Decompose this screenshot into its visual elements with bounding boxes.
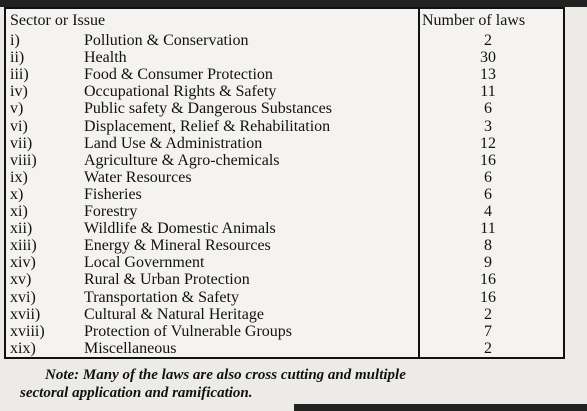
row-count: 3: [484, 117, 492, 135]
row-numeral: ii): [10, 49, 25, 67]
row-sector: Local Government: [84, 254, 205, 272]
top-band: [0, 0, 587, 7]
row-numeral: xii): [10, 220, 33, 238]
row-numeral: xvi): [10, 288, 36, 306]
row-sector: Land Use & Administration: [84, 134, 263, 152]
row-count: 6: [484, 185, 492, 203]
row-sector: Health: [84, 49, 127, 67]
row-count: 30: [480, 49, 496, 67]
row-count: 11: [480, 220, 496, 238]
row-sector: Public safety & Dangerous Substances: [84, 100, 332, 118]
header-sector: Sector or Issue: [10, 12, 106, 29]
row-numeral: xvii): [10, 305, 41, 323]
row-numeral: i): [10, 32, 20, 49]
row-numeral: xv): [10, 271, 32, 289]
row-sector: Pollution & Conservation: [84, 32, 249, 49]
row-sector: Cultural & Natural Heritage: [84, 305, 264, 323]
row-numeral: v): [10, 100, 24, 118]
row-count: 4: [484, 203, 492, 220]
row-numeral: viii): [10, 151, 37, 169]
row-numeral: iii): [10, 66, 29, 84]
row-sector: Wildlife & Domestic Animals: [84, 220, 276, 238]
header-count: Number of laws: [422, 12, 526, 29]
row-numeral: x): [10, 185, 24, 203]
table-border: [4, 7, 565, 359]
row-sector: Protection of Vulnerable Groups: [84, 322, 293, 340]
row-numeral: xiv): [10, 254, 36, 272]
row-count: 16: [480, 288, 496, 306]
row-numeral: vii): [10, 134, 33, 152]
row-numeral: xi): [10, 203, 28, 220]
row-count: 9: [484, 254, 492, 272]
row-sector: Forestry: [84, 203, 138, 220]
row-count: 8: [484, 237, 492, 255]
row-count: 6: [484, 100, 492, 118]
row-numeral: vi): [10, 117, 28, 135]
row-count: 16: [480, 151, 496, 169]
row-count: 2: [484, 339, 492, 357]
row-sector: Miscellaneous: [84, 339, 177, 357]
row-count: 16: [480, 271, 496, 289]
note-line: sectoral application and ramification.: [20, 385, 253, 401]
row-numeral: xix): [10, 339, 36, 357]
row-count: 2: [484, 305, 492, 323]
row-count: 6: [484, 168, 492, 186]
row-sector: Agriculture & Agro-chemicals: [84, 151, 280, 169]
row-count: 2: [484, 32, 492, 49]
row-numeral: ix): [10, 168, 28, 186]
row-sector: Displacement, Relief & Rehabilitation: [84, 117, 331, 135]
row-numeral: iv): [10, 83, 28, 101]
row-sector: Energy & Mineral Resources: [84, 237, 271, 255]
note-line: Note: Many of the laws are also cross cu…: [45, 367, 406, 383]
row-numeral: xviii): [10, 322, 45, 340]
row-numeral: xiii): [10, 237, 37, 255]
row-count: 12: [480, 134, 496, 152]
row-sector: Occupational Rights & Safety: [84, 83, 277, 101]
row-sector: Transportation & Safety: [84, 288, 239, 306]
row-sector: Food & Consumer Protection: [84, 66, 273, 84]
row-sector: Rural & Urban Protection: [84, 271, 250, 289]
row-count: 7: [484, 322, 492, 340]
row-sector: Water Resources: [84, 168, 192, 186]
row-sector: Fisheries: [84, 185, 142, 203]
row-count: 11: [480, 83, 496, 101]
row-count: 13: [480, 66, 496, 84]
column-divider: [418, 7, 420, 359]
bottom-band: [294, 404, 587, 411]
